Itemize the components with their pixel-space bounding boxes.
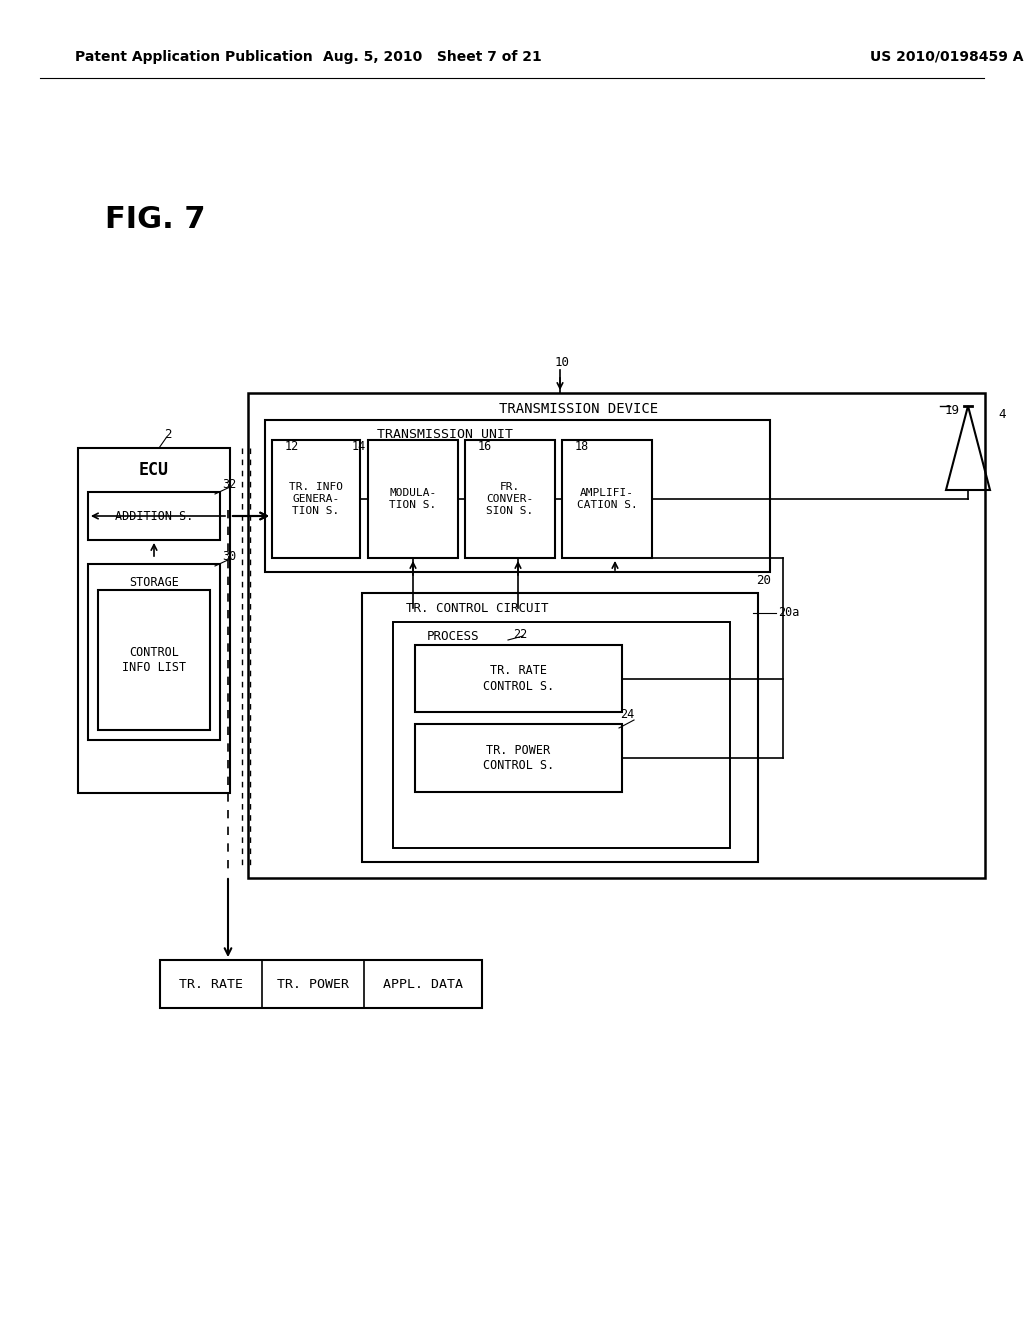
Text: APPL. DATA: APPL. DATA <box>383 978 463 990</box>
Text: 30: 30 <box>222 549 237 562</box>
Text: 19: 19 <box>945 404 961 417</box>
Bar <box>465 440 555 558</box>
Bar <box>248 393 985 878</box>
Bar <box>362 593 758 862</box>
Text: ADDITION S.: ADDITION S. <box>115 510 194 523</box>
Text: ECU: ECU <box>139 461 169 479</box>
Text: 4: 4 <box>998 408 1006 421</box>
Bar <box>88 492 220 540</box>
Text: PROCESS: PROCESS <box>427 631 479 644</box>
Text: 22: 22 <box>513 627 527 640</box>
Bar <box>415 723 622 792</box>
Bar <box>393 622 730 847</box>
Text: TR. INFO
GENERA-
TION S.: TR. INFO GENERA- TION S. <box>289 482 343 516</box>
Text: TR. POWER
CONTROL S.: TR. POWER CONTROL S. <box>483 744 554 772</box>
Bar <box>88 564 220 741</box>
Text: 14: 14 <box>352 440 367 453</box>
Text: AMPLIFI-
CATION S.: AMPLIFI- CATION S. <box>577 488 637 510</box>
Text: 16: 16 <box>478 440 493 453</box>
Bar <box>78 447 230 793</box>
Text: Patent Application Publication: Patent Application Publication <box>75 50 312 63</box>
Text: 20: 20 <box>756 574 771 587</box>
Text: STORAGE: STORAGE <box>129 576 179 589</box>
Text: TR. POWER: TR. POWER <box>278 978 349 990</box>
Text: TR. RATE
CONTROL S.: TR. RATE CONTROL S. <box>483 664 554 693</box>
Bar <box>272 440 360 558</box>
Text: 24: 24 <box>620 708 634 721</box>
Text: CONTROL
INFO LIST: CONTROL INFO LIST <box>122 645 186 675</box>
Text: FIG. 7: FIG. 7 <box>105 206 206 235</box>
Text: 32: 32 <box>222 478 237 491</box>
Text: 10: 10 <box>555 355 570 368</box>
Text: TRANSMISSION UNIT: TRANSMISSION UNIT <box>377 429 513 441</box>
Bar <box>368 440 458 558</box>
Bar <box>98 590 210 730</box>
Bar <box>562 440 652 558</box>
Text: 18: 18 <box>575 440 589 453</box>
Bar <box>415 645 622 711</box>
Text: TR. RATE: TR. RATE <box>179 978 243 990</box>
Text: 2: 2 <box>164 428 171 441</box>
Bar <box>160 960 482 1008</box>
Text: FR.
CONVER-
SION S.: FR. CONVER- SION S. <box>486 482 534 516</box>
Text: 12: 12 <box>285 440 299 453</box>
Bar <box>265 420 770 572</box>
Text: TRANSMISSION DEVICE: TRANSMISSION DEVICE <box>500 403 658 416</box>
Text: MODULA-
TION S.: MODULA- TION S. <box>389 488 436 510</box>
Text: TR. CONTROL CIRCUIT: TR. CONTROL CIRCUIT <box>406 602 548 615</box>
Text: Aug. 5, 2010   Sheet 7 of 21: Aug. 5, 2010 Sheet 7 of 21 <box>323 50 542 63</box>
Text: US 2010/0198459 A1: US 2010/0198459 A1 <box>870 50 1024 63</box>
Text: 20a: 20a <box>778 606 800 619</box>
